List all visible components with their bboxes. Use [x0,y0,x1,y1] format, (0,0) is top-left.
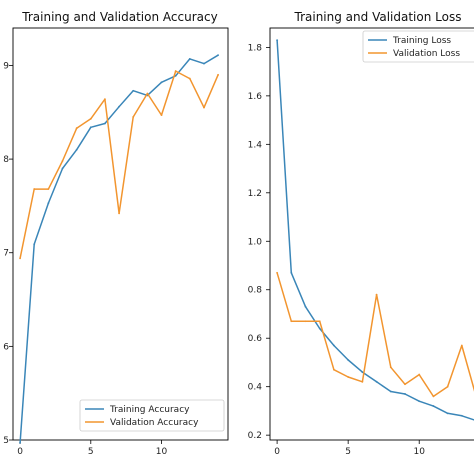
y-tick-label: 9 [3,61,9,71]
x-tick-label: 0 [274,447,280,457]
x-tick-label: 0 [17,447,23,457]
data-point [404,393,406,395]
x-tick-label: 10 [156,447,168,457]
data-point [203,62,205,65]
data-point [89,117,92,120]
data-point [104,122,106,125]
data-point [375,293,378,296]
y-tick-label: 8 [3,155,9,165]
data-point [160,114,163,116]
data-point [217,54,219,57]
y-tick-label: 0.4 [248,383,263,393]
data-point [290,320,293,323]
data-point [188,58,191,60]
data-point [188,77,191,80]
data-point [276,39,279,42]
y-tick-label: 0.8 [248,286,263,296]
data-point [33,243,36,246]
data-point [361,371,364,374]
data-point [104,98,106,101]
data-point [333,368,335,371]
data-point [432,405,435,407]
x-tick-label: 5 [345,447,351,457]
data-point [174,70,177,72]
data-point [347,359,350,361]
data-point [276,271,279,274]
y-tick-label: 6 [3,342,9,352]
data-point [404,383,406,386]
data-point [361,380,364,383]
series-line-validation [19,70,219,259]
legend-label: Training Accuracy [109,405,190,415]
data-point [460,414,463,417]
data-point [61,167,64,170]
axes-frame [12,27,229,441]
y-tick-label: 0.6 [248,334,263,344]
data-point [132,89,135,92]
data-point [160,81,163,84]
data-point [333,344,335,347]
data-point [75,127,78,130]
data-point [347,376,350,378]
y-tick-label: 1.0 [248,237,263,247]
data-point [118,212,120,215]
data-point [118,105,120,108]
y-tick-label: 1.8 [248,43,263,53]
data-point [75,148,78,151]
legend-box [362,30,474,63]
legend-label: Training Loss [392,36,451,46]
data-point [61,160,64,162]
data-point [19,257,21,260]
data-point [318,320,321,323]
data-point [446,412,449,415]
data-point [418,373,421,376]
data-point [432,395,435,398]
y-tick-label: 1.6 [248,92,263,102]
x-tick-label: 5 [88,447,94,457]
y-tick-label: 5 [3,436,9,446]
data-point [47,202,50,205]
data-point [47,188,50,190]
data-point [290,271,293,274]
legend-box [79,399,225,432]
data-point [146,92,149,95]
data-point [33,188,36,190]
series-line-training [276,40,474,421]
legend-label: Validation Loss [393,49,460,59]
data-point [89,126,92,129]
y-tick-label: 1.4 [248,140,263,150]
chart-title: Training and Validation Loss [294,10,462,24]
data-point [304,320,307,323]
y-tick-label: 7 [3,249,9,259]
data-point [19,441,21,444]
data-point [304,305,307,308]
loss-chart: Training and Validation Loss 0.2 0.4 0.6 0.8… [248,10,474,457]
x-tick-label: 10 [413,447,425,457]
data-point [318,327,321,330]
data-point [217,73,219,76]
data-point [389,366,392,369]
data-point [203,106,205,109]
data-point [418,400,421,403]
y-tick-label: 0.2 [248,431,262,441]
axes-frame [269,27,474,441]
data-point [460,344,463,347]
data-point [174,74,177,77]
legend-label: Validation Accuracy [110,418,199,428]
data-point [132,116,135,118]
chart-title: Training and Validation Accuracy [21,10,217,24]
data-point [389,390,392,393]
data-point [375,380,378,383]
data-point [446,385,449,388]
y-tick-label: 1.2 [248,189,262,199]
series-line-validation [276,272,474,398]
series-line-training [19,54,219,443]
